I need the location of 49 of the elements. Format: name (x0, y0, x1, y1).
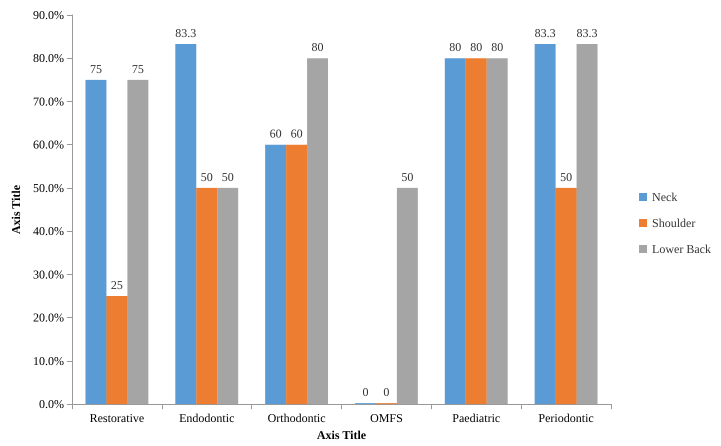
x-axis-title: Axis Title (316, 428, 367, 442)
data-label: 50 (200, 170, 213, 184)
x-tick-label: Periodontic (538, 411, 594, 426)
data-label: 83.3 (175, 26, 196, 40)
data-label: 80 (312, 40, 324, 54)
y-tick-label: 60.0% (33, 138, 64, 152)
data-label: 25 (110, 278, 123, 292)
legend-label: Neck (652, 190, 678, 204)
x-tick-label: OMFS (370, 411, 403, 426)
bar (534, 44, 556, 404)
x-tick-label: Paediatric (452, 411, 500, 426)
x-tick-label: Orthodontic (268, 411, 326, 426)
y-tick-label: 40.0% (33, 224, 64, 238)
x-tick-label: Restorative (90, 411, 144, 426)
data-label: 50 (401, 170, 414, 184)
data-label: 83.3 (534, 26, 556, 40)
bar (265, 144, 286, 404)
bar (106, 296, 128, 404)
y-axis-title: Axis Title (9, 184, 24, 234)
y-tick-label: 20.0% (33, 310, 64, 325)
bar (556, 188, 577, 404)
y-tick-label: 10.0% (33, 354, 64, 368)
y-tick-label: 30.0% (33, 267, 64, 282)
data-label: 60 (270, 126, 282, 141)
data-label: 83.3 (576, 26, 598, 40)
data-label: 80 (470, 40, 482, 54)
data-label: 0 (362, 385, 368, 400)
legend-label: Lower Back (652, 242, 712, 256)
bar (444, 58, 466, 404)
bar (286, 144, 308, 404)
y-tick-label: 90.0% (33, 8, 64, 22)
data-label: 75 (90, 62, 102, 76)
data-label: 0 (383, 385, 390, 400)
bar (196, 188, 218, 404)
data-label: 80 (491, 40, 504, 54)
y-tick-label: 0.0% (39, 397, 64, 412)
data-label: 80 (449, 40, 462, 54)
x-tick-label: Endodontic (179, 411, 234, 426)
bar (466, 58, 487, 404)
legend-label: Shoulder (652, 216, 696, 230)
bar (175, 44, 196, 404)
y-tick-label: 80.0% (33, 51, 64, 66)
data-label: 60 (290, 126, 303, 141)
data-label: 75 (132, 62, 144, 76)
y-tick-label: 50.0% (33, 180, 64, 195)
data-label: 50 (222, 170, 234, 184)
bar (85, 80, 106, 404)
data-label: 50 (560, 170, 572, 184)
y-tick-label: 70.0% (33, 94, 64, 108)
